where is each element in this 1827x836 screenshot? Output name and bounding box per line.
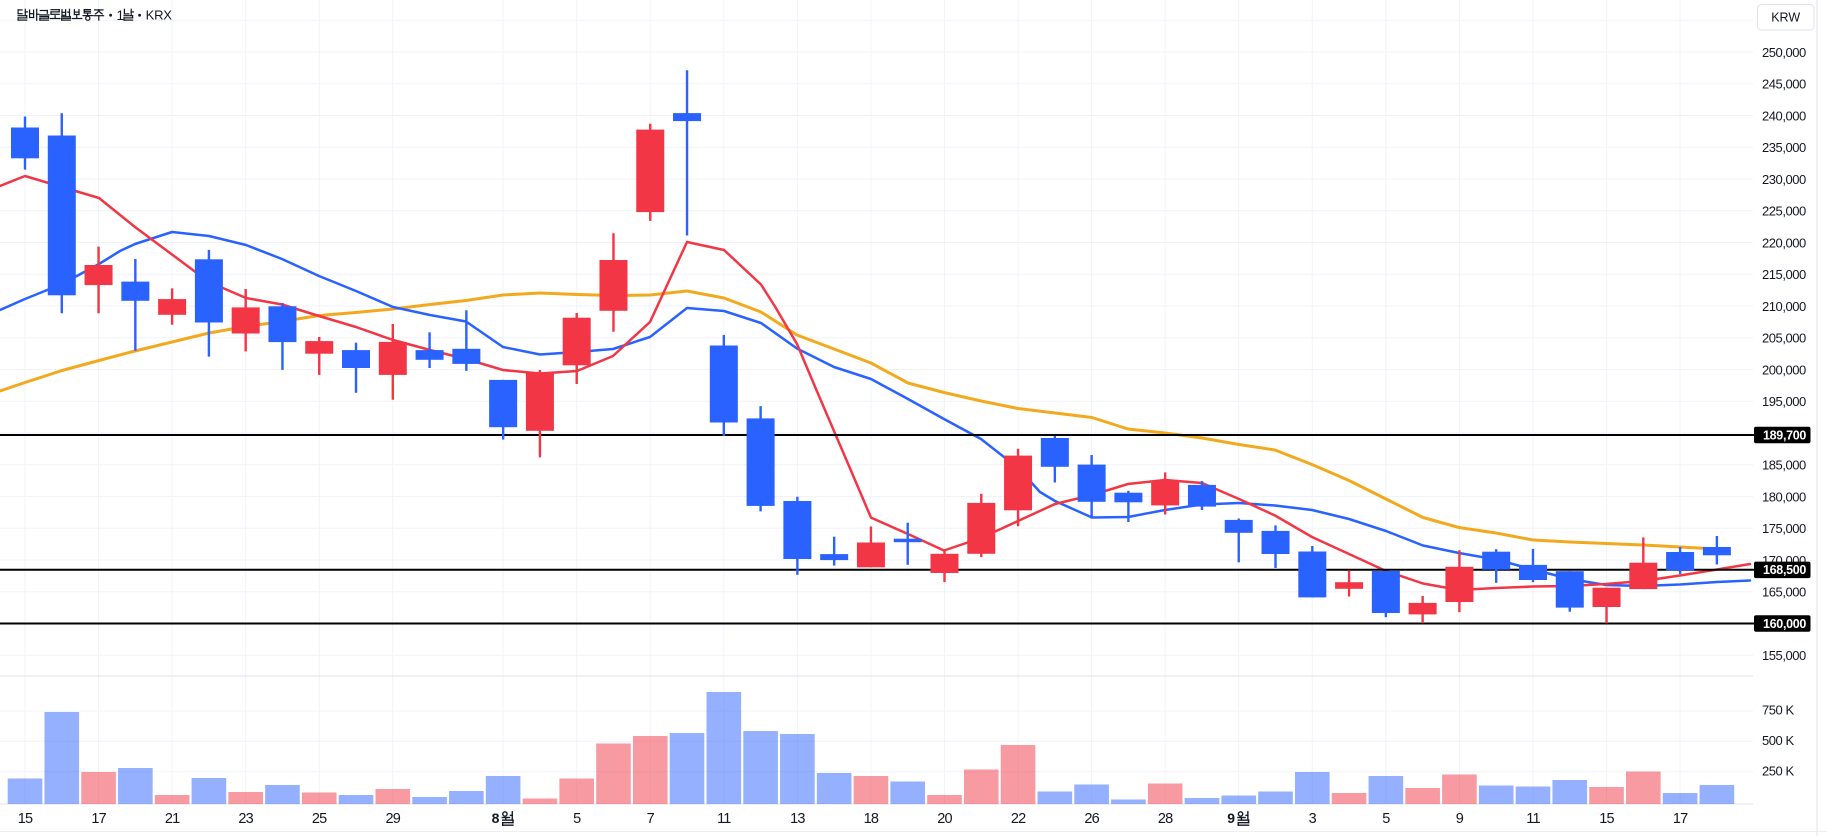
svg-text:250 K: 250 K [1762, 764, 1795, 779]
svg-text:11: 11 [1526, 811, 1540, 827]
svg-text:500 K: 500 K [1762, 733, 1795, 748]
svg-text:7: 7 [647, 811, 655, 827]
svg-text:17: 17 [1673, 811, 1688, 827]
svg-text:5: 5 [1382, 811, 1390, 827]
svg-text:23: 23 [238, 811, 253, 827]
svg-text:26: 26 [1084, 811, 1099, 827]
svg-text:205,000: 205,000 [1762, 331, 1806, 346]
svg-text:18: 18 [864, 811, 879, 827]
svg-text:11: 11 [717, 811, 731, 827]
svg-text:15: 15 [18, 811, 33, 827]
svg-text:3: 3 [1309, 811, 1317, 827]
svg-text:189,700: 189,700 [1763, 428, 1806, 442]
svg-text:KRW: KRW [1771, 11, 1800, 25]
svg-text:15: 15 [1599, 811, 1614, 827]
svg-text:230,000: 230,000 [1762, 172, 1806, 187]
svg-text:165,000: 165,000 [1762, 585, 1806, 600]
svg-text:8: 8 [492, 810, 500, 826]
svg-text:1: 1 [117, 8, 125, 23]
svg-text:750 K: 750 K [1762, 703, 1795, 718]
svg-text:25: 25 [312, 811, 327, 827]
svg-text:28: 28 [1158, 811, 1173, 827]
svg-text:215,000: 215,000 [1762, 267, 1806, 282]
svg-text:175,000: 175,000 [1762, 521, 1806, 536]
svg-text:180,000: 180,000 [1762, 489, 1806, 504]
svg-text:9: 9 [1456, 811, 1464, 827]
svg-text:225,000: 225,000 [1762, 204, 1806, 219]
svg-text:200,000: 200,000 [1762, 362, 1806, 377]
svg-text:5: 5 [573, 811, 581, 827]
svg-text:9: 9 [1227, 810, 1235, 826]
svg-text:250,000: 250,000 [1762, 45, 1806, 60]
svg-text:195,000: 195,000 [1762, 394, 1806, 409]
svg-text:13: 13 [790, 811, 805, 827]
svg-text:245,000: 245,000 [1762, 77, 1806, 92]
svg-text:KRX: KRX [146, 8, 173, 23]
svg-text:210,000: 210,000 [1762, 299, 1806, 314]
svg-text:160,000: 160,000 [1763, 617, 1806, 631]
svg-text:155,000: 155,000 [1762, 648, 1806, 663]
svg-text:240,000: 240,000 [1762, 108, 1806, 123]
svg-text:168,500: 168,500 [1763, 563, 1806, 577]
svg-text:220,000: 220,000 [1762, 235, 1806, 250]
svg-text:235,000: 235,000 [1762, 140, 1806, 155]
svg-text:20: 20 [937, 811, 952, 827]
svg-text:29: 29 [386, 811, 401, 827]
svg-text:17: 17 [91, 811, 106, 827]
svg-text:185,000: 185,000 [1762, 458, 1806, 473]
svg-text:21: 21 [165, 811, 180, 827]
svg-text:22: 22 [1011, 811, 1026, 827]
